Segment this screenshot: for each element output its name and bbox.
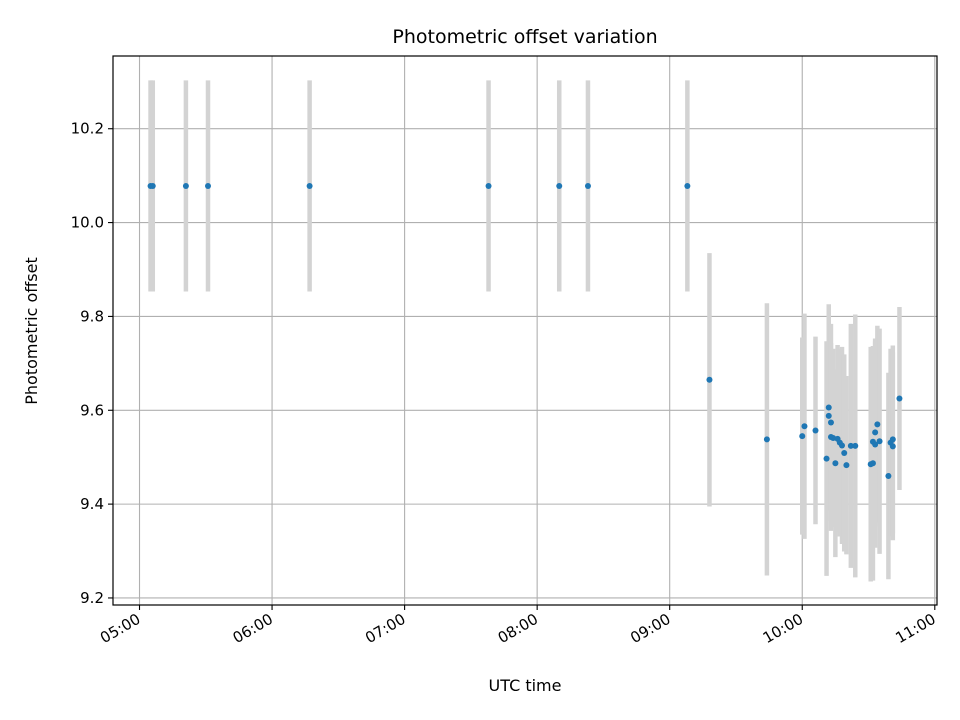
chart-title: Photometric offset variation	[392, 26, 657, 48]
plot-frame	[112, 55, 938, 606]
data-point	[869, 460, 876, 467]
data-point	[204, 182, 211, 189]
y-tick-label: 9.4	[80, 495, 104, 513]
data-point	[889, 443, 896, 450]
data-point	[885, 472, 892, 479]
data-point	[876, 438, 883, 445]
data-point	[889, 436, 896, 443]
data-point	[839, 442, 846, 449]
data-point	[872, 441, 879, 448]
y-tick-label: 9.6	[80, 401, 104, 419]
data-point	[799, 433, 806, 440]
data-point	[306, 182, 313, 189]
data-point	[843, 462, 850, 469]
y-tick-label: 9.2	[80, 589, 104, 607]
data-point	[812, 427, 819, 434]
y-axis-ticks: 9.2 9.4 9.6 9.8 10.0 10.2	[71, 120, 113, 607]
data-point	[852, 442, 859, 449]
data-point	[763, 436, 770, 443]
y-axis-label: Photometric offset	[22, 257, 41, 405]
data-point	[584, 182, 591, 189]
data-point	[556, 182, 563, 189]
data-points	[147, 182, 903, 479]
data-point	[706, 376, 713, 383]
data-point	[832, 460, 839, 467]
data-point	[182, 182, 189, 189]
data-point	[801, 423, 808, 430]
data-point	[827, 419, 834, 426]
grid-lines	[113, 56, 937, 605]
data-point	[841, 449, 848, 456]
data-point	[825, 412, 832, 419]
y-tick-label: 10.2	[71, 120, 104, 138]
data-point	[825, 404, 832, 411]
data-point	[874, 421, 881, 428]
data-point	[485, 182, 492, 189]
data-point	[684, 182, 691, 189]
data-point	[896, 395, 903, 402]
y-tick-label: 9.8	[80, 307, 104, 325]
data-point	[149, 182, 156, 189]
data-point	[847, 442, 854, 449]
data-point	[872, 429, 879, 436]
x-axis-label: UTC time	[489, 676, 562, 695]
y-tick-label: 10.0	[71, 214, 104, 232]
data-point	[823, 455, 830, 462]
